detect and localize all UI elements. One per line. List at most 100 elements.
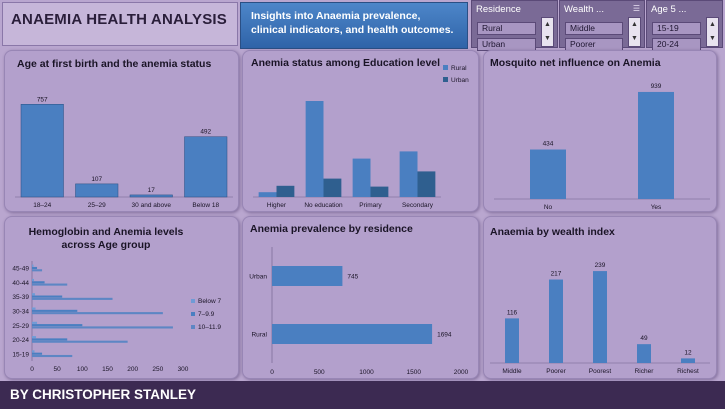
legend-swatch bbox=[191, 299, 195, 303]
bar bbox=[352, 158, 371, 197]
bar bbox=[399, 151, 418, 197]
bar bbox=[20, 104, 64, 198]
bar bbox=[129, 194, 173, 198]
data-label: 939 bbox=[651, 83, 662, 90]
data-label: 17 bbox=[148, 187, 156, 194]
author-credit: BY CHRISTOPHER STANLEY bbox=[10, 387, 197, 402]
tick-label: Secondary bbox=[402, 202, 434, 209]
bar bbox=[370, 186, 389, 197]
bar bbox=[272, 324, 433, 344]
data-label: 116 bbox=[507, 309, 518, 316]
panel-wealth: Anaemia by wealth index 116 Middle 217 Poor… bbox=[483, 216, 717, 379]
legend-label: 10–11.9 bbox=[198, 324, 221, 331]
slicer-item[interactable]: 15-19 bbox=[652, 22, 701, 35]
data-label: 239 bbox=[595, 262, 606, 269]
panel-residence: Anemia prevalence by residence 745 Urban 1… bbox=[242, 216, 479, 379]
data-label: 1694 bbox=[437, 332, 452, 339]
bar bbox=[184, 136, 228, 198]
tick-label: 2000 bbox=[454, 369, 469, 376]
legend-label: 7–9.9 bbox=[198, 311, 215, 318]
slicer-scrollbar[interactable]: ▲ ▼ bbox=[541, 17, 554, 47]
legend-label: Rural bbox=[451, 65, 467, 72]
chart-title: Anaemia by wealth index bbox=[490, 226, 615, 238]
bar bbox=[638, 91, 674, 199]
tick-label: 150 bbox=[102, 366, 113, 373]
chart-title: Anemia prevalence by residence bbox=[250, 223, 413, 235]
bar bbox=[32, 321, 38, 324]
bar bbox=[32, 269, 43, 272]
bar bbox=[32, 278, 35, 282]
tick-label: 45-49 bbox=[12, 266, 29, 273]
tick-label: No bbox=[544, 204, 553, 211]
bar bbox=[32, 295, 63, 298]
chart-wealth: 116 Middle 217 Poorer 239 Poorest 49 Richer 12 Ri… bbox=[490, 262, 710, 375]
slicer-residence[interactable]: Residence Rural Urban ▲ ▼ bbox=[471, 0, 558, 51]
title-box: ANAEMIA HEALTH ANALYSIS bbox=[2, 2, 238, 46]
slicer-scrollbar[interactable]: ▲ ▼ bbox=[628, 17, 641, 47]
panel-hemoglobin-age: Hemoglobin and Anemia levels across Age … bbox=[4, 216, 239, 379]
tick-label: 0 bbox=[270, 369, 274, 376]
data-label: 492 bbox=[200, 129, 211, 136]
bar bbox=[258, 192, 277, 197]
tick-label: Richer bbox=[635, 368, 655, 375]
bar bbox=[32, 283, 68, 286]
tick-label: Primary bbox=[359, 202, 382, 209]
bar bbox=[32, 340, 128, 343]
bar bbox=[681, 358, 695, 363]
tick-label: 300 bbox=[178, 366, 189, 373]
bar bbox=[32, 312, 163, 315]
tick-label: 18–24 bbox=[33, 202, 51, 209]
tick-label: 30 and above bbox=[132, 202, 172, 209]
bar bbox=[32, 350, 35, 353]
tick-label: 100 bbox=[77, 366, 88, 373]
tick-label: 500 bbox=[314, 369, 325, 376]
bar bbox=[75, 183, 119, 198]
legend-swatch bbox=[443, 77, 448, 82]
bar bbox=[32, 281, 45, 284]
bar bbox=[323, 178, 342, 197]
slicer-wealth[interactable]: Wealth ... ☰ Middle Poorer ▲ ▼ bbox=[559, 0, 645, 51]
chart-hemoglobin-age: 15-19 20-24 25-29 30-34 35-39 40-44 45-49 0 50 10… bbox=[12, 261, 222, 373]
tick-label: 25-29 bbox=[12, 323, 29, 330]
panel-mosquito-net: Mosquito net influence on Anemia 434 No 93… bbox=[483, 50, 717, 212]
tick-label: 1000 bbox=[359, 369, 374, 376]
bar bbox=[637, 344, 651, 363]
bar bbox=[32, 338, 68, 341]
tick-label: 50 bbox=[54, 366, 62, 373]
slicer-item[interactable]: Rural bbox=[477, 22, 536, 35]
slicer-item[interactable]: Middle bbox=[565, 22, 623, 35]
data-label: 217 bbox=[551, 271, 562, 278]
bar bbox=[530, 149, 566, 199]
bar bbox=[32, 336, 37, 339]
chart-residence: 745 Urban 1694 Rural 0 500 1000 1500 2000 bbox=[249, 247, 469, 376]
tick-label: 250 bbox=[152, 366, 163, 373]
slicer-header: Age 5 ... bbox=[651, 4, 687, 15]
legend-label: Below 7 bbox=[198, 298, 222, 305]
bar bbox=[32, 307, 36, 310]
legend-swatch bbox=[443, 65, 448, 70]
bar bbox=[305, 101, 324, 197]
tick-label: 35-39 bbox=[12, 294, 29, 301]
panel-age-first-birth: Age at first birth and the anemia status… bbox=[4, 50, 239, 212]
tick-label: Poorer bbox=[546, 368, 566, 375]
data-label: 745 bbox=[347, 274, 358, 281]
bar bbox=[417, 171, 436, 197]
chart-title: Anemia status among Education level bbox=[251, 57, 441, 69]
tick-label: 0 bbox=[30, 366, 34, 373]
slicer-age[interactable]: Age 5 ... 15-19 20-24 ▲ ▼ bbox=[646, 0, 723, 51]
tick-label: 30-34 bbox=[12, 309, 29, 316]
tick-label: 40-44 bbox=[12, 280, 29, 287]
tick-label: 20-24 bbox=[12, 337, 29, 344]
tick-label: Rural bbox=[251, 332, 267, 339]
bar bbox=[505, 318, 519, 363]
tick-label: Poorest bbox=[589, 368, 612, 375]
slicer-header: Residence bbox=[476, 4, 521, 15]
slicer-scrollbar[interactable]: ▲ ▼ bbox=[706, 17, 719, 47]
tick-label: 200 bbox=[127, 366, 138, 373]
bar bbox=[276, 185, 295, 197]
data-label: 757 bbox=[37, 96, 48, 103]
legend-label: Urban bbox=[451, 77, 469, 84]
bar bbox=[32, 354, 73, 358]
filter-icon[interactable]: ☰ bbox=[632, 4, 640, 13]
data-label: 12 bbox=[684, 349, 692, 356]
